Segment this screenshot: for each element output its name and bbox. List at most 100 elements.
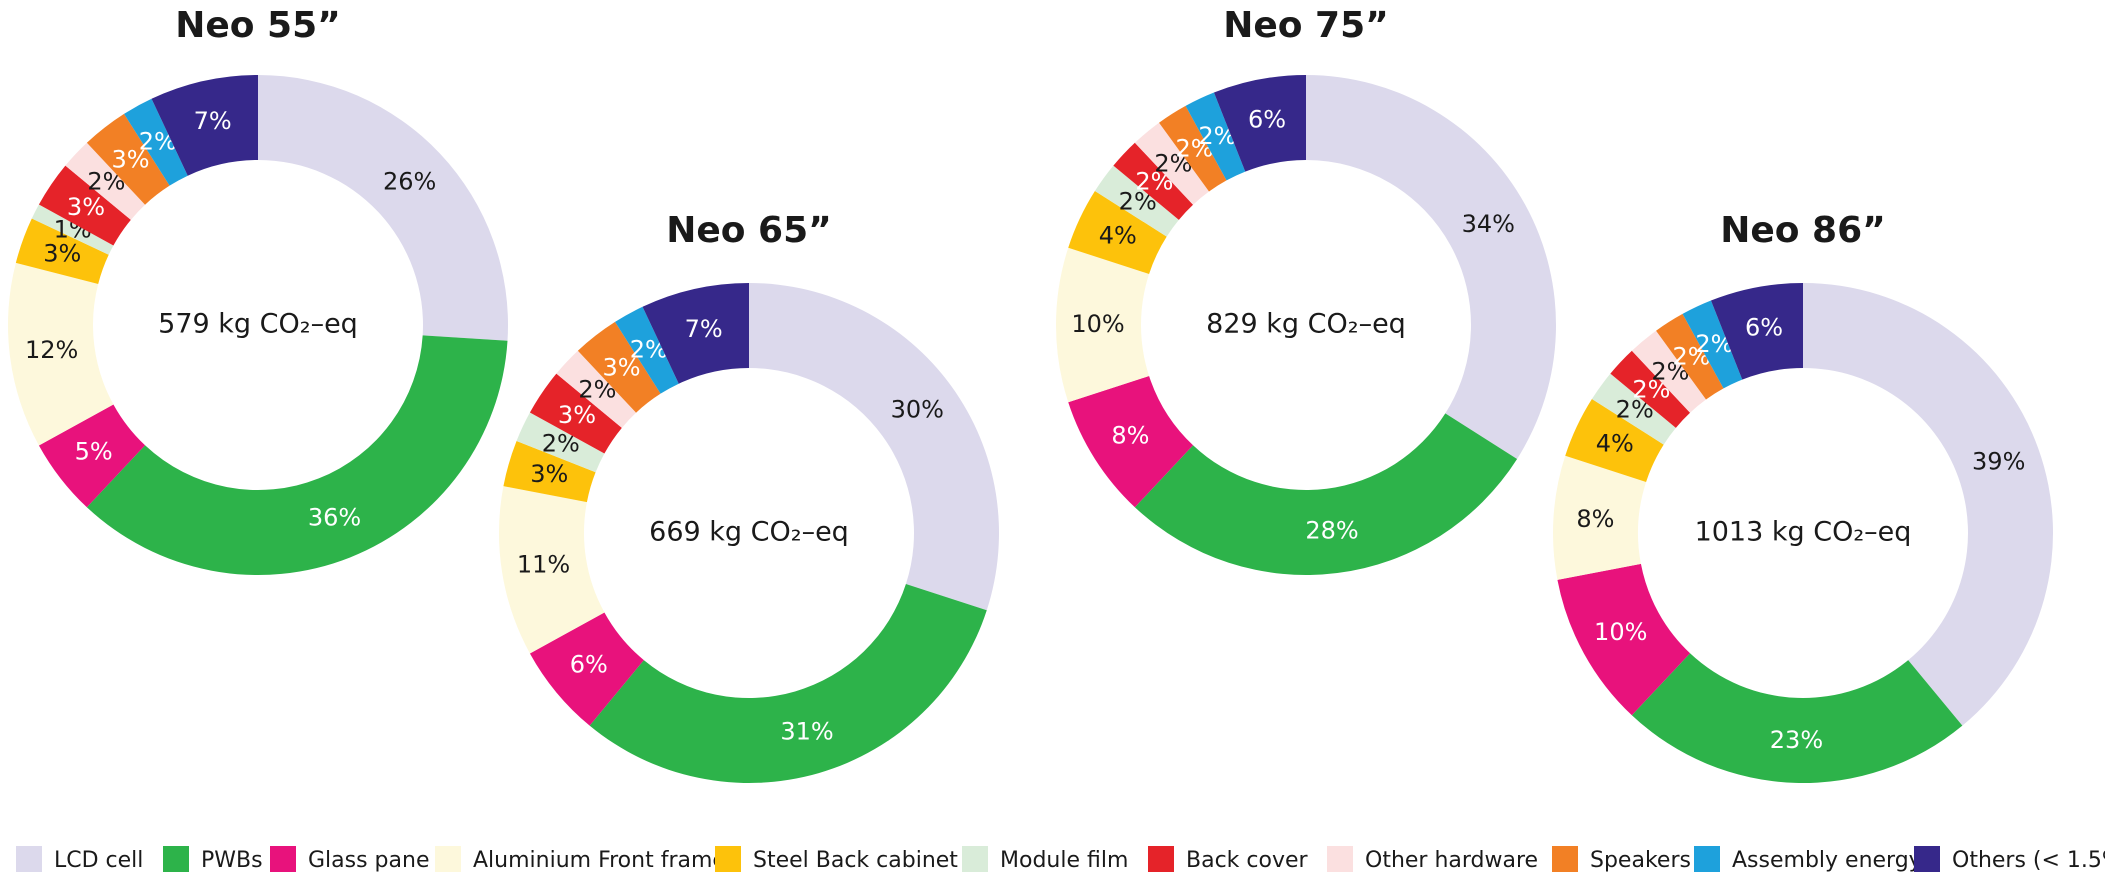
donut-segment (556, 350, 637, 428)
donut-segment (1113, 142, 1194, 220)
legend-label: Assembly energy (1732, 848, 1922, 873)
donut-segment (1591, 373, 1676, 445)
legend-swatch (270, 846, 296, 872)
data-label: 8% (1576, 505, 1614, 533)
data-label: 36% (308, 503, 361, 531)
donut-segment (1610, 350, 1691, 428)
data-label: 3% (530, 460, 568, 488)
donut-segment (1068, 191, 1167, 275)
center-label: 1013 kg CO₂–eq (1695, 517, 1912, 548)
data-label: 8% (1111, 421, 1149, 449)
donut-segment (8, 262, 114, 446)
chart-title: Neo 75” (1223, 5, 1389, 46)
donut-segment (1134, 413, 1518, 576)
legend-swatch (962, 846, 988, 872)
donut-segment (86, 335, 508, 576)
legend-swatch (163, 846, 189, 872)
data-label: 6% (1745, 314, 1783, 342)
donut-segment (642, 283, 749, 384)
donut-segment (151, 75, 258, 176)
legend-swatch (715, 846, 741, 872)
donut-segment (15, 218, 109, 284)
donut-segment (1631, 653, 1963, 783)
donut-segment (1656, 313, 1724, 400)
donut-segment (258, 75, 508, 341)
legend-swatch (1552, 846, 1578, 872)
donut-segment (1557, 563, 1691, 716)
data-label: 39% (1972, 448, 2025, 476)
data-label: 26% (383, 168, 436, 196)
center-label: 669 kg CO₂–eq (649, 517, 849, 548)
donut-segment (1068, 375, 1194, 508)
legend-swatch (1694, 846, 1720, 872)
data-label: 34% (1462, 210, 1515, 238)
data-label: 6% (1248, 106, 1286, 134)
chart-title: Neo 65” (666, 210, 832, 251)
legend-label: Other hardware (1365, 848, 1538, 873)
donut-segment (529, 612, 644, 726)
legend-swatch (435, 846, 461, 872)
donut-segment (529, 373, 622, 454)
donut-segment (38, 165, 131, 246)
data-label: 31% (780, 718, 833, 746)
chart-title: Neo 55” (175, 5, 341, 46)
data-label: 10% (1071, 310, 1124, 338)
data-label: 6% (570, 651, 608, 679)
data-label: 7% (685, 315, 723, 343)
data-label: 3% (111, 146, 149, 174)
legend-label: Module film (1000, 848, 1128, 873)
data-label: 3% (558, 401, 596, 429)
center-label: 829 kg CO₂–eq (1206, 309, 1406, 340)
legend-label: Glass pane (308, 848, 429, 873)
donut-segment (1159, 105, 1227, 192)
donut-segment (1803, 283, 2053, 726)
donut-segment (1565, 399, 1664, 483)
data-label: 30% (891, 396, 944, 424)
donut-segment (65, 142, 146, 220)
data-label: 3% (602, 354, 640, 382)
legend-label: Back cover (1186, 848, 1309, 873)
data-label: 5% (75, 437, 113, 465)
data-label: 11% (517, 551, 570, 579)
chart-title: Neo 86” (1720, 210, 1886, 251)
donut-segment (1094, 165, 1179, 237)
data-label: 4% (1596, 429, 1634, 457)
donut-segment (1055, 247, 1150, 403)
donut-segment (1710, 283, 1803, 380)
legend-label: Speakers (1590, 848, 1691, 873)
legend-swatch (1327, 846, 1353, 872)
donut-segment (86, 113, 170, 205)
donut-segment (615, 306, 679, 394)
data-label: 3% (43, 240, 81, 268)
legend-label: Steel Back cabinet (753, 848, 958, 873)
data-label: 28% (1305, 516, 1358, 544)
center-label: 579 kg CO₂–eq (158, 309, 358, 340)
donut-segment (589, 583, 987, 784)
legend-label: PWBs (201, 848, 263, 873)
data-label: 12% (25, 336, 78, 364)
legend-label: Others (< 1.5%) (1952, 848, 2105, 873)
donut-segment (749, 283, 999, 611)
donut-segment (31, 204, 114, 255)
donut-segment (503, 440, 596, 503)
donut-segment (1185, 92, 1246, 181)
donut-segment (1682, 300, 1743, 389)
legend-label: LCD cell (54, 848, 143, 873)
data-label: 3% (67, 193, 105, 221)
data-label: 7% (194, 107, 232, 135)
data-label: 4% (1099, 221, 1137, 249)
donut-segment (1213, 75, 1306, 172)
legend-swatch (1914, 846, 1940, 872)
donut-segment (499, 486, 605, 654)
donut-segment (516, 412, 605, 473)
data-label: 10% (1594, 618, 1647, 646)
donut-segment (577, 321, 661, 413)
legend-swatch (1148, 846, 1174, 872)
donut-segment (1631, 330, 1707, 413)
donut-segment (1306, 75, 1557, 459)
donut-segment (1553, 455, 1647, 580)
legend-label: Aluminium Front frame (473, 848, 726, 873)
donut-segment (38, 404, 146, 508)
donut-segment (1134, 122, 1210, 205)
